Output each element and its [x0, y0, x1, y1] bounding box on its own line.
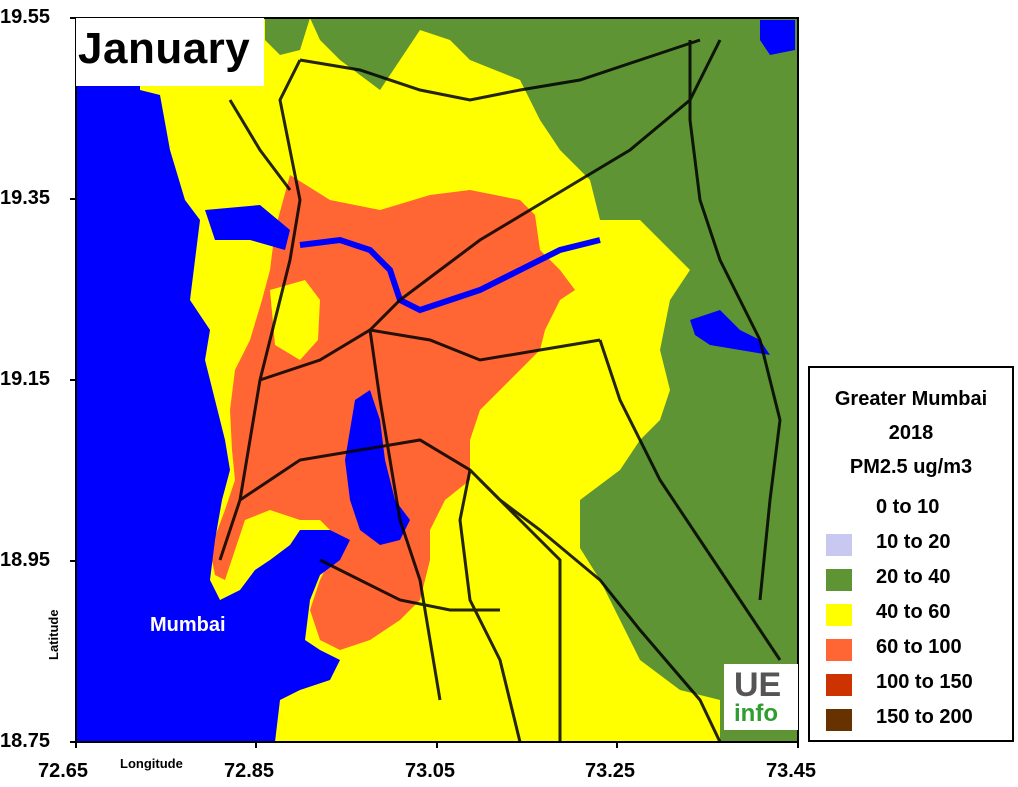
- legend-swatch: [826, 709, 852, 731]
- legend-label: 60 to 100: [876, 636, 962, 658]
- x-tick-label: 72.85: [224, 760, 275, 782]
- y-tick-label: 18.75: [0, 730, 51, 752]
- y-axis-title: Latitude: [46, 609, 61, 660]
- legend-label: 150 to 200: [876, 706, 973, 728]
- legend-label: 40 to 60: [876, 601, 951, 623]
- y-tick-label: 19.15: [0, 368, 51, 390]
- legend-label: 10 to 20: [876, 531, 951, 553]
- yellow-pocket: [270, 280, 320, 360]
- legend-swatch: [826, 604, 852, 626]
- green-zone-north: [265, 18, 310, 55]
- legend-swatch: [826, 639, 852, 661]
- lake-east: [690, 310, 770, 355]
- y-tick-label: 19.55: [0, 6, 51, 28]
- bay-inlet: [205, 205, 290, 250]
- green-zone-east: [310, 18, 798, 742]
- logo-text-info: info: [734, 700, 778, 727]
- road-network: [218, 38, 782, 743]
- legend-title-line3: PM2.5 ug/m3: [849, 456, 973, 478]
- tick-marks: [70, 17, 799, 748]
- logo-text-ue: UE: [734, 666, 782, 704]
- legend-label: 20 to 40: [876, 566, 951, 588]
- legend: Greater Mumbai 2018 PM2.5 ug/m3 0 to 10 1…: [808, 366, 1014, 742]
- arabian-sea: [76, 18, 350, 742]
- legend-title-line1: Greater Mumbai: [834, 388, 988, 410]
- x-tick-label: 73.05: [405, 760, 456, 782]
- legend-swatch: [826, 499, 852, 521]
- legend-swatch: [826, 534, 852, 556]
- lake-north: [760, 20, 795, 55]
- x-axis-title: Longitude: [120, 756, 183, 771]
- legend-title-line2: 2018: [888, 422, 934, 444]
- thane-creek: [345, 390, 410, 545]
- city-label-mumbai: Mumbai: [150, 614, 226, 636]
- river-ulhas: [299, 236, 601, 314]
- month-title: January: [78, 24, 251, 73]
- x-tick-label: 72.65: [38, 760, 89, 782]
- x-tick-label: 73.25: [585, 760, 636, 782]
- x-tick-label: 73.45: [766, 760, 817, 782]
- legend-swatch: [826, 674, 852, 696]
- month-title-box: January: [76, 18, 264, 86]
- ueinfo-logo: UE info: [724, 664, 798, 730]
- legend-label: 0 to 10: [876, 496, 940, 518]
- y-tick-label: 18.95: [0, 549, 51, 571]
- legend-label: 100 to 150: [876, 671, 973, 693]
- y-tick-label: 19.35: [0, 187, 51, 209]
- legend-swatch: [826, 569, 852, 591]
